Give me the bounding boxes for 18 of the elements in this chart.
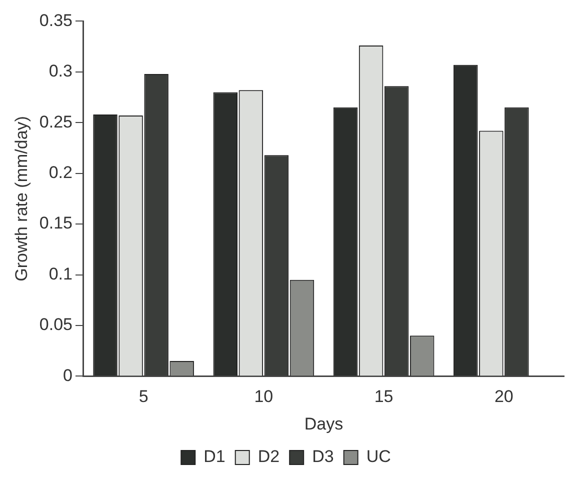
legend-label: D3 <box>312 447 334 466</box>
y-tick-label: 0 <box>63 366 72 385</box>
x-tick-label: 5 <box>138 387 148 406</box>
y-tick-label: 0.15 <box>39 214 72 233</box>
y-axis-title: Growth rate (mm/day) <box>12 116 31 282</box>
y-tick-label: 0.1 <box>48 264 72 284</box>
y-tick-label: 0.05 <box>39 315 72 334</box>
x-tick-label: 20 <box>494 387 514 406</box>
y-tick-label: 0.3 <box>48 62 72 81</box>
x-tick-label: 15 <box>374 387 394 406</box>
legend-label: UC <box>366 447 391 466</box>
x-tick-label: 10 <box>254 387 274 406</box>
x-axis-title: Days <box>304 414 344 434</box>
y-tick-label: 0.2 <box>48 163 72 182</box>
legend-label: D2 <box>258 447 280 466</box>
y-tick-label: 0.35 <box>39 10 72 30</box>
y-tick-label: 0.25 <box>39 112 72 132</box>
legend-label: D1 <box>204 447 226 466</box>
